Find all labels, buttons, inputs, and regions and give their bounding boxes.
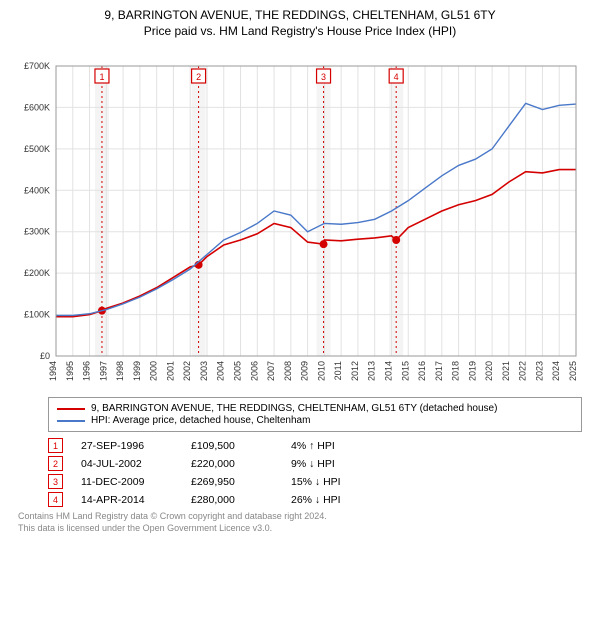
sale-price: £220,000 bbox=[191, 458, 291, 470]
sale-date: 27-SEP-1996 bbox=[81, 440, 191, 452]
svg-text:1996: 1996 bbox=[82, 361, 92, 381]
sale-row: 3 11-DEC-2009£269,95015% ↓ HPI bbox=[48, 474, 582, 489]
svg-text:2005: 2005 bbox=[233, 361, 243, 381]
svg-text:2009: 2009 bbox=[300, 361, 310, 381]
svg-text:2003: 2003 bbox=[199, 361, 209, 381]
svg-text:2007: 2007 bbox=[266, 361, 276, 381]
svg-text:2000: 2000 bbox=[149, 361, 159, 381]
svg-text:2: 2 bbox=[196, 72, 201, 82]
sale-delta: 9% ↓ HPI bbox=[291, 458, 401, 470]
svg-text:2023: 2023 bbox=[534, 361, 544, 381]
sale-delta: 4% ↑ HPI bbox=[291, 440, 401, 452]
sale-row: 2 04-JUL-2002£220,0009% ↓ HPI bbox=[48, 456, 582, 471]
svg-text:2010: 2010 bbox=[316, 361, 326, 381]
svg-text:4: 4 bbox=[394, 72, 399, 82]
svg-text:1997: 1997 bbox=[98, 361, 108, 381]
svg-text:1995: 1995 bbox=[65, 361, 75, 381]
chart-title-block: 9, BARRINGTON AVENUE, THE REDDINGS, CHEL… bbox=[8, 8, 592, 38]
svg-text:2015: 2015 bbox=[400, 361, 410, 381]
svg-text:2021: 2021 bbox=[501, 361, 511, 381]
svg-text:2017: 2017 bbox=[434, 361, 444, 381]
footer-line-2: This data is licensed under the Open Gov… bbox=[18, 523, 582, 535]
title-line-1: 9, BARRINGTON AVENUE, THE REDDINGS, CHEL… bbox=[8, 8, 592, 22]
legend-label: HPI: Average price, detached house, Chel… bbox=[91, 415, 310, 426]
svg-text:2008: 2008 bbox=[283, 361, 293, 381]
legend-item: 9, BARRINGTON AVENUE, THE REDDINGS, CHEL… bbox=[57, 403, 573, 414]
legend-item: HPI: Average price, detached house, Chel… bbox=[57, 415, 573, 426]
svg-text:1999: 1999 bbox=[132, 361, 142, 381]
svg-text:2004: 2004 bbox=[216, 361, 226, 381]
svg-text:£100K: £100K bbox=[24, 310, 50, 320]
sale-row: 4 14-APR-2014£280,00026% ↓ HPI bbox=[48, 492, 582, 507]
legend-swatch bbox=[57, 408, 85, 410]
svg-text:2006: 2006 bbox=[249, 361, 259, 381]
sale-badge: 4 bbox=[48, 492, 63, 507]
sale-badge: 1 bbox=[48, 438, 63, 453]
svg-text:2018: 2018 bbox=[451, 361, 461, 381]
svg-text:1994: 1994 bbox=[48, 361, 58, 381]
svg-text:£700K: £700K bbox=[24, 61, 50, 71]
svg-text:2002: 2002 bbox=[182, 361, 192, 381]
sale-delta: 26% ↓ HPI bbox=[291, 494, 401, 506]
svg-text:£600K: £600K bbox=[24, 102, 50, 112]
sale-price: £280,000 bbox=[191, 494, 291, 506]
sale-date: 14-APR-2014 bbox=[81, 494, 191, 506]
legend: 9, BARRINGTON AVENUE, THE REDDINGS, CHEL… bbox=[48, 397, 582, 432]
svg-text:2011: 2011 bbox=[333, 361, 343, 380]
sale-date: 11-DEC-2009 bbox=[81, 476, 191, 488]
chart-svg: £0 £100K £200K £300K £400K £500K £600K £700K 199… bbox=[8, 44, 588, 384]
sale-badge: 2 bbox=[48, 456, 63, 471]
sale-date: 04-JUL-2002 bbox=[81, 458, 191, 470]
footer-line-1: Contains HM Land Registry data © Crown c… bbox=[18, 511, 582, 523]
footer-attribution: Contains HM Land Registry data © Crown c… bbox=[18, 511, 582, 534]
svg-text:£0: £0 bbox=[40, 351, 50, 361]
sale-badge: 3 bbox=[48, 474, 63, 489]
legend-swatch bbox=[57, 420, 85, 422]
svg-text:£300K: £300K bbox=[24, 227, 50, 237]
svg-text:2001: 2001 bbox=[165, 361, 175, 381]
svg-text:£200K: £200K bbox=[24, 268, 50, 278]
sales-table: 1 27-SEP-1996£109,5004% ↑ HPI 2 04-JUL-2002… bbox=[48, 438, 582, 507]
svg-text:1: 1 bbox=[99, 72, 104, 82]
sale-delta: 15% ↓ HPI bbox=[291, 476, 401, 488]
svg-text:2012: 2012 bbox=[350, 361, 360, 381]
svg-text:2022: 2022 bbox=[518, 361, 528, 381]
svg-text:£400K: £400K bbox=[24, 185, 50, 195]
svg-text:3: 3 bbox=[321, 72, 326, 82]
sale-row: 1 27-SEP-1996£109,5004% ↑ HPI bbox=[48, 438, 582, 453]
sale-price: £109,500 bbox=[191, 440, 291, 452]
sale-price: £269,950 bbox=[191, 476, 291, 488]
svg-text:2013: 2013 bbox=[367, 361, 377, 381]
svg-text:2025: 2025 bbox=[568, 361, 578, 381]
svg-text:2014: 2014 bbox=[383, 361, 393, 381]
title-line-2: Price paid vs. HM Land Registry's House … bbox=[8, 24, 592, 38]
svg-text:2024: 2024 bbox=[551, 361, 561, 381]
svg-text:2019: 2019 bbox=[467, 361, 477, 381]
svg-text:2016: 2016 bbox=[417, 361, 427, 381]
legend-label: 9, BARRINGTON AVENUE, THE REDDINGS, CHEL… bbox=[91, 403, 497, 414]
price-chart: £0 £100K £200K £300K £400K £500K £600K £700K 199… bbox=[8, 44, 592, 389]
svg-text:1998: 1998 bbox=[115, 361, 125, 381]
svg-text:2020: 2020 bbox=[484, 361, 494, 381]
svg-text:£500K: £500K bbox=[24, 144, 50, 154]
